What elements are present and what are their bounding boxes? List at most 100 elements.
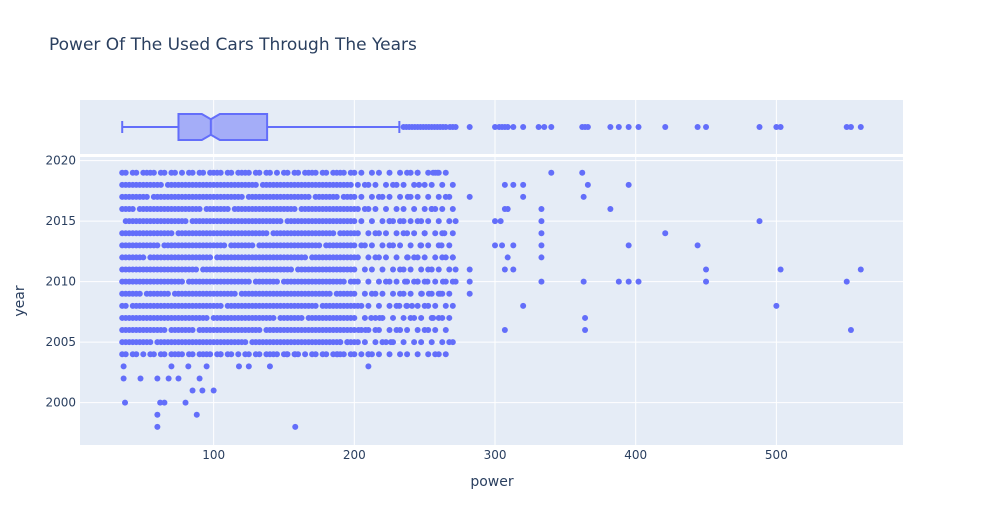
scatter-point [407, 218, 414, 225]
scatter-point [228, 351, 235, 358]
scatter-point [449, 302, 456, 309]
scatter-point [354, 181, 361, 188]
scatter-point [400, 290, 407, 297]
scatter-point [266, 363, 273, 370]
scatter-point [270, 314, 277, 321]
scatter-point [217, 351, 224, 358]
scatter-point [235, 351, 242, 358]
scatter-point [387, 339, 394, 346]
scatter-point [449, 181, 456, 188]
scatter-point [428, 339, 435, 346]
scatter-point [607, 206, 614, 213]
scatter-point [326, 290, 333, 297]
scatter-point [449, 230, 456, 237]
scatter-point [376, 314, 383, 321]
scatter-point [161, 327, 168, 334]
scatter-subplot: 100 200 300 400 500 2000 2005 2010 2015 2020 pow… [12, 154, 903, 490]
scatter-point [168, 363, 175, 370]
scatter-point [386, 278, 393, 285]
scatter-point [449, 339, 456, 346]
scatter-point [615, 278, 622, 285]
scatter-point [397, 169, 404, 176]
scatter-point [492, 218, 499, 225]
scatter-point [501, 266, 508, 273]
scatter-point [354, 206, 361, 213]
scatter-point [393, 181, 400, 188]
scatter-point [379, 193, 386, 200]
scatter-point [372, 327, 379, 334]
scatter-point [375, 351, 382, 358]
scatter-point [137, 375, 144, 382]
scatter-point [330, 230, 337, 237]
scatter-point [400, 314, 407, 321]
scatter-point [400, 218, 407, 225]
scatter-point [210, 387, 217, 394]
scatter-point [133, 169, 140, 176]
scatter-point [365, 230, 372, 237]
scatter-point [273, 169, 280, 176]
scatter-point [273, 351, 280, 358]
scatter-point [361, 242, 368, 249]
scatter-point [365, 181, 372, 188]
scatter-point [196, 206, 203, 213]
scatter-point [386, 302, 393, 309]
y-tick-label: 2020 [45, 154, 76, 168]
scatter-point [497, 218, 504, 225]
scatter-point [358, 169, 365, 176]
scatter-point [510, 242, 517, 249]
scatter-point [161, 169, 168, 176]
scatter-point [428, 266, 435, 273]
scatter-point [354, 339, 361, 346]
scatter-point [340, 169, 347, 176]
outlier-point [510, 124, 517, 130]
scatter-point [446, 218, 453, 225]
scatter-point [217, 169, 224, 176]
x-tick-labels: 100 200 300 400 500 [202, 448, 788, 462]
scatter-point [435, 266, 442, 273]
scatter-point [466, 193, 473, 200]
scatter-point [425, 327, 432, 334]
scatter-plot-area [80, 157, 903, 445]
scatter-point [501, 327, 508, 334]
outlier-point [615, 124, 622, 130]
scatter-point [238, 193, 245, 200]
scatter-point [416, 181, 423, 188]
scatter-point [284, 169, 291, 176]
scatter-point [231, 290, 238, 297]
scatter-point [446, 266, 453, 273]
scatter-point [404, 193, 411, 200]
scatter-point [538, 254, 545, 261]
scatter-point [337, 339, 344, 346]
scatter-point [140, 254, 147, 261]
scatter-point [365, 278, 372, 285]
scatter-point [207, 351, 214, 358]
scatter-point [375, 278, 382, 285]
scatter-point [390, 242, 397, 249]
scatter-point [154, 242, 161, 249]
scatter-point [147, 339, 154, 346]
scatter-point [625, 278, 632, 285]
scatter-point [295, 169, 302, 176]
scatter-point [421, 206, 428, 213]
scatter-point [157, 399, 164, 406]
scatter-point [203, 363, 210, 370]
scatter-point [351, 169, 358, 176]
scatter-point [501, 181, 508, 188]
scatter-point [358, 193, 365, 200]
scatter-point [538, 206, 545, 213]
scatter-point [418, 266, 425, 273]
scatter-point [129, 206, 136, 213]
scatter-point [312, 169, 319, 176]
scatter-point [425, 218, 432, 225]
scatter-point [386, 327, 393, 334]
scatter-point [425, 302, 432, 309]
scatter-point [298, 314, 305, 321]
scatter-point [372, 181, 379, 188]
scatter-point [425, 193, 432, 200]
outlier-point [607, 124, 614, 130]
scatter-point [579, 169, 586, 176]
scatter-point [382, 206, 389, 213]
scatter-point [425, 290, 432, 297]
box-marks [121, 113, 864, 141]
scatter-point [407, 242, 414, 249]
